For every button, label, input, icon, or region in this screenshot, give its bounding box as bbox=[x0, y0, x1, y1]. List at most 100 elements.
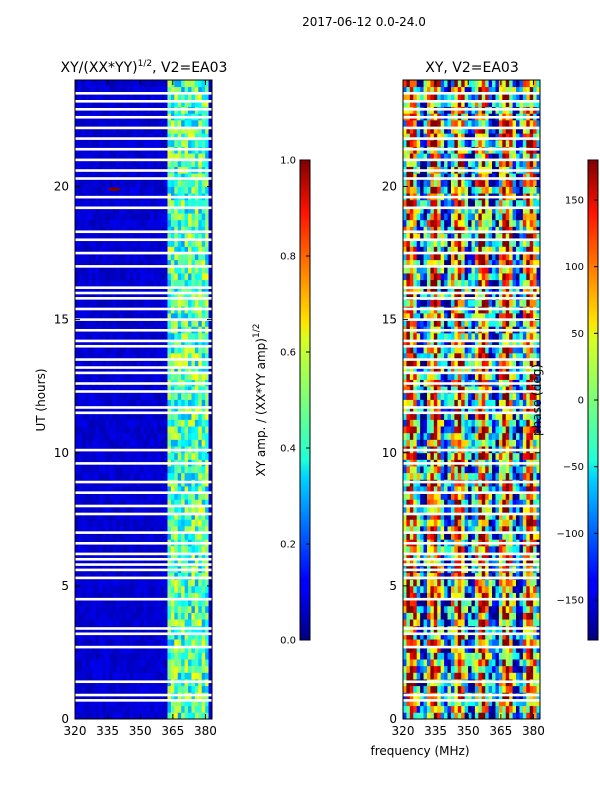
heatmap-cell bbox=[167, 286, 172, 294]
heatmap-cell bbox=[403, 119, 407, 127]
heatmap-cell bbox=[170, 532, 175, 540]
heatmap-cell bbox=[98, 319, 103, 327]
heatmap-cell bbox=[136, 126, 141, 134]
heatmap-cell bbox=[423, 426, 428, 434]
heatmap-cell bbox=[153, 339, 158, 347]
heatmap-cell bbox=[409, 259, 414, 267]
heatmap-cell bbox=[205, 579, 209, 587]
heatmap-cell bbox=[423, 672, 428, 680]
heatmap-cell bbox=[102, 579, 107, 587]
heatmap-cell bbox=[98, 253, 103, 261]
heatmap-cell bbox=[201, 685, 206, 693]
heatmap-cell bbox=[126, 86, 131, 94]
heatmap-cell bbox=[406, 153, 411, 161]
heatmap-cell bbox=[98, 246, 103, 254]
heatmap-cell bbox=[119, 545, 124, 553]
heatmap-cell bbox=[416, 126, 421, 134]
heatmap-cell bbox=[88, 386, 93, 394]
heatmap-cell bbox=[409, 213, 414, 221]
heatmap-cell bbox=[409, 226, 414, 234]
heatmap-cell bbox=[140, 246, 144, 254]
heatmap-cell bbox=[92, 213, 96, 221]
heatmap-cell bbox=[129, 179, 134, 187]
heatmap-cell bbox=[75, 512, 79, 520]
heatmap-cell bbox=[109, 559, 114, 567]
heatmap-cell bbox=[167, 319, 172, 327]
heatmap-cell bbox=[170, 639, 175, 647]
heatmap-cell bbox=[194, 173, 199, 181]
heatmap-cell bbox=[426, 426, 431, 434]
heatmap-cell bbox=[205, 259, 209, 267]
heatmap-cell bbox=[191, 412, 196, 420]
heatmap-cell bbox=[143, 506, 148, 514]
heatmap-cell bbox=[201, 153, 206, 161]
heatmap-cell bbox=[146, 572, 151, 580]
heatmap-cell bbox=[126, 639, 131, 647]
heatmap-cell bbox=[201, 339, 206, 347]
heatmap-cell bbox=[406, 412, 411, 420]
heatmap-cell bbox=[170, 665, 175, 673]
heatmap-cell bbox=[198, 139, 203, 147]
heatmap-cell bbox=[81, 179, 86, 187]
heatmap-cell bbox=[188, 352, 192, 360]
heatmap-cell bbox=[153, 612, 158, 620]
heatmap-cell bbox=[122, 133, 127, 141]
heatmap-cell bbox=[406, 279, 411, 287]
heatmap-cell bbox=[426, 492, 431, 500]
heatmap-cell bbox=[75, 705, 79, 713]
heatmap-cell bbox=[194, 599, 199, 607]
heatmap-cell bbox=[205, 426, 209, 434]
heatmap-cell bbox=[191, 452, 196, 460]
heatmap-cell bbox=[437, 572, 442, 580]
heatmap-cell bbox=[198, 199, 203, 207]
heatmap-cell bbox=[126, 199, 131, 207]
heatmap-cell bbox=[133, 319, 138, 327]
heatmap-cell bbox=[95, 525, 100, 534]
heatmap-cell bbox=[85, 599, 90, 607]
heatmap-cell bbox=[105, 352, 110, 360]
heatmap-cell bbox=[133, 466, 138, 474]
heatmap-cell bbox=[81, 372, 86, 380]
heatmap-cell bbox=[188, 419, 192, 427]
heatmap-cell bbox=[208, 419, 213, 427]
heatmap-cell bbox=[136, 366, 141, 374]
heatmap-cell bbox=[136, 699, 141, 707]
heatmap-cell bbox=[174, 293, 179, 301]
heatmap-cell bbox=[102, 399, 107, 407]
heatmap-cell bbox=[143, 452, 148, 460]
heatmap-cell bbox=[437, 452, 442, 460]
heatmap-cell bbox=[112, 299, 117, 307]
heatmap-cell bbox=[164, 585, 168, 593]
heatmap-cell bbox=[167, 472, 172, 480]
heatmap-cell bbox=[184, 685, 189, 693]
heatmap-cell bbox=[133, 372, 138, 380]
heatmap-cell bbox=[88, 572, 93, 580]
heatmap-cell bbox=[92, 86, 96, 94]
heatmap-cell bbox=[191, 512, 196, 520]
heatmap-cell bbox=[403, 219, 407, 227]
heatmap-cell bbox=[136, 472, 141, 480]
heatmap-cell bbox=[116, 386, 120, 394]
heatmap-cell bbox=[143, 273, 148, 281]
heatmap-cell bbox=[119, 352, 124, 360]
heatmap-cell bbox=[133, 226, 138, 234]
heatmap-cell bbox=[403, 406, 407, 414]
heatmap-cell bbox=[78, 472, 83, 480]
heatmap-cell bbox=[416, 392, 421, 400]
heatmap-cell bbox=[78, 133, 83, 141]
heatmap-cell bbox=[188, 126, 192, 134]
heatmap-cell bbox=[75, 452, 79, 460]
heatmap-cell bbox=[194, 545, 199, 553]
heatmap-cell bbox=[430, 665, 435, 673]
heatmap-cell bbox=[102, 226, 107, 234]
heatmap-cell bbox=[188, 525, 192, 534]
heatmap-cell bbox=[105, 199, 110, 207]
heatmap-cell bbox=[85, 399, 90, 407]
heatmap-cell bbox=[188, 179, 192, 187]
heatmap-cell bbox=[177, 279, 182, 287]
heatmap-cell bbox=[160, 239, 165, 247]
heatmap-cell bbox=[133, 239, 138, 247]
heatmap-cell bbox=[198, 685, 203, 693]
heatmap-cell bbox=[160, 253, 165, 261]
heatmap-cell bbox=[437, 286, 442, 294]
